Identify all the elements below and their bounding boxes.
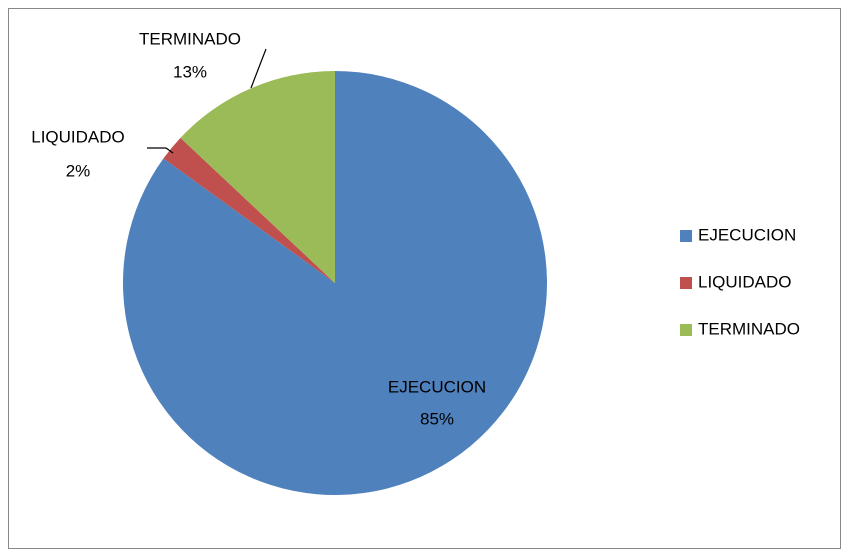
data-label: 85% (420, 409, 454, 428)
data-label-category: TERMINADO (139, 29, 241, 48)
legend-swatch (680, 230, 692, 242)
pie-slice (163, 137, 335, 283)
pie-slice (180, 71, 335, 283)
legend-swatch (680, 324, 692, 336)
legend-swatch (680, 277, 692, 289)
data-label-category: EJECUCION (388, 377, 486, 396)
data-label: 2% (66, 161, 91, 180)
leader-line (147, 147, 174, 154)
data-label-category: LIQUIDADO (31, 127, 125, 146)
leader-line (250, 48, 267, 89)
legend-label: LIQUIDADO (698, 272, 792, 291)
data-label: 13% (173, 62, 207, 81)
legend-label: EJECUCION (698, 225, 796, 244)
legend-label: TERMINADO (698, 319, 800, 338)
